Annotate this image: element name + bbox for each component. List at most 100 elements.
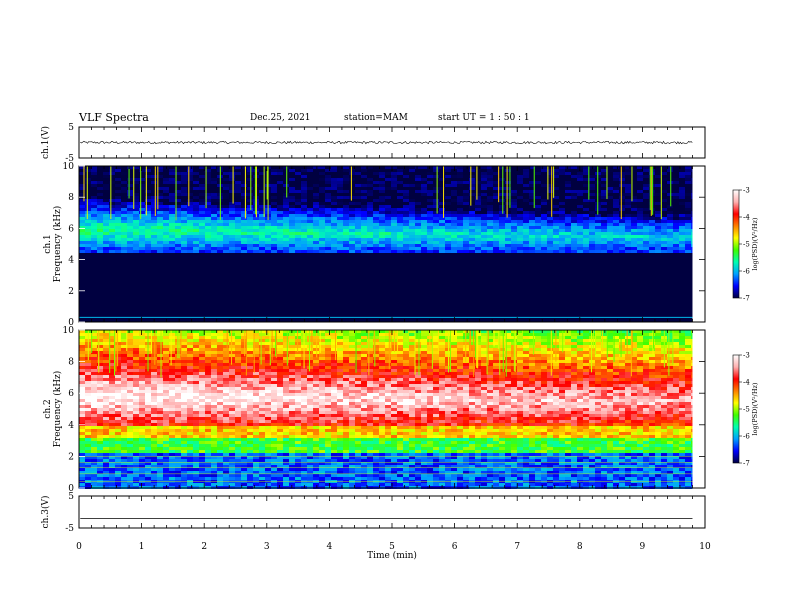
spectrogram-cell <box>115 175 121 178</box>
spectrogram-cell <box>397 208 403 211</box>
spectrogram-cell <box>121 169 127 172</box>
spectrogram-cell <box>127 313 133 316</box>
spectrogram-cell <box>175 223 181 226</box>
spectrogram-cell <box>193 193 199 196</box>
spectrogram-cell <box>589 247 595 250</box>
spectrogram-cell <box>409 181 415 184</box>
spectrogram-cell <box>481 319 487 322</box>
spectrogram-cell <box>379 313 385 316</box>
spectrogram-cell <box>481 301 487 304</box>
spectrogram-cell <box>457 178 463 181</box>
spectrogram-cell <box>391 199 397 202</box>
spectrogram-cell <box>511 169 517 172</box>
spectrogram-cell <box>301 304 307 307</box>
spectrogram-cell <box>211 235 217 238</box>
spectrogram-cell <box>535 310 541 313</box>
spectrogram-cell <box>481 238 487 241</box>
spectrogram-cell <box>307 208 313 211</box>
spectrogram-cell <box>565 172 571 175</box>
spectrogram-cell <box>517 193 523 196</box>
spectrogram-cell <box>355 244 361 247</box>
spectrogram-cell <box>577 262 583 265</box>
spectrogram-cell <box>373 304 379 307</box>
spectrogram-cell <box>445 319 451 322</box>
spectrogram-cell <box>319 175 325 178</box>
spectrogram-cell <box>529 292 535 295</box>
spectrogram-cell <box>265 313 271 316</box>
spectrogram-cell <box>385 196 391 199</box>
spectrogram-cell <box>439 208 445 211</box>
spectrogram-cell <box>445 271 451 274</box>
spectrogram-cell <box>91 310 97 313</box>
spectrogram-cell <box>331 181 337 184</box>
spectrogram-cell <box>187 256 193 259</box>
spectrogram-cell <box>421 250 427 253</box>
spectrogram-cell <box>271 259 277 262</box>
spectrogram-cell <box>169 223 175 226</box>
spectrogram-cell <box>277 229 283 232</box>
spectrogram-cell <box>139 244 145 247</box>
spectrogram-cell <box>349 304 355 307</box>
spectrogram-cell <box>511 202 517 205</box>
spectrogram-cell <box>223 289 229 292</box>
spectrogram-cell <box>91 295 97 298</box>
spectrogram-cell <box>607 313 613 316</box>
spectrogram-cell <box>289 286 295 289</box>
spectrogram-cell <box>331 283 337 286</box>
spectrogram-cell <box>607 229 613 232</box>
spectrogram-cell <box>427 223 433 226</box>
spectrogram-cell <box>187 295 193 298</box>
spectrogram-cell <box>475 283 481 286</box>
spectrogram-cell <box>349 244 355 247</box>
spectrogram-cell <box>589 241 595 244</box>
spectrogram-cell <box>367 208 373 211</box>
spectrogram-cell <box>109 250 115 253</box>
spectrogram-cell <box>235 205 241 208</box>
spectrogram-cell <box>379 241 385 244</box>
spectrogram-cell <box>337 265 343 268</box>
spectrogram-cell <box>349 313 355 316</box>
spectrogram-cell <box>361 295 367 298</box>
spectrogram-cell <box>247 175 253 178</box>
spectrogram-cell <box>505 259 511 262</box>
spectrogram-cell <box>535 295 541 298</box>
spectrogram-cell <box>229 238 235 241</box>
spectrogram-cell <box>361 208 367 211</box>
spectrogram-cell <box>427 310 433 313</box>
spectrogram-cell <box>217 280 223 283</box>
spectrogram-cell <box>103 202 109 205</box>
spectrogram-cell <box>121 193 127 196</box>
spectrogram-cell <box>511 283 517 286</box>
spectrogram-cell <box>133 211 139 214</box>
spectrogram-cell <box>145 208 151 211</box>
spectrogram-cell <box>325 211 331 214</box>
spectrogram-cell <box>481 205 487 208</box>
spectrogram-cell <box>289 271 295 274</box>
spectrogram-cell <box>157 298 163 301</box>
spectrogram-cell <box>265 229 271 232</box>
spectrogram-cell <box>343 292 349 295</box>
spectrogram-cell <box>157 178 163 181</box>
spectrogram-cell <box>529 190 535 193</box>
spectrogram-cell <box>307 220 313 223</box>
spectrogram-cell <box>427 193 433 196</box>
spectrogram-cell <box>337 208 343 211</box>
spectrogram-cell <box>637 241 643 244</box>
spectrogram-cell <box>97 277 103 280</box>
spectrogram-cell <box>511 244 517 247</box>
spectrogram-cell <box>247 181 253 184</box>
spectrogram-cell <box>517 226 523 229</box>
spectrogram-cell <box>259 265 265 268</box>
spectrogram-cell <box>583 265 589 268</box>
spectrogram-cell <box>487 265 493 268</box>
spectrogram-cell <box>181 280 187 283</box>
spectrogram-cell <box>259 271 265 274</box>
spectrogram-cell <box>583 178 589 181</box>
spectrogram-cell <box>559 211 565 214</box>
spectrogram-cell <box>277 292 283 295</box>
spectrogram-cell <box>259 220 265 223</box>
spectrogram-cell <box>481 277 487 280</box>
spectrogram-cell <box>253 226 259 229</box>
spectrogram-cell <box>115 253 121 256</box>
spectrogram-cell <box>193 220 199 223</box>
